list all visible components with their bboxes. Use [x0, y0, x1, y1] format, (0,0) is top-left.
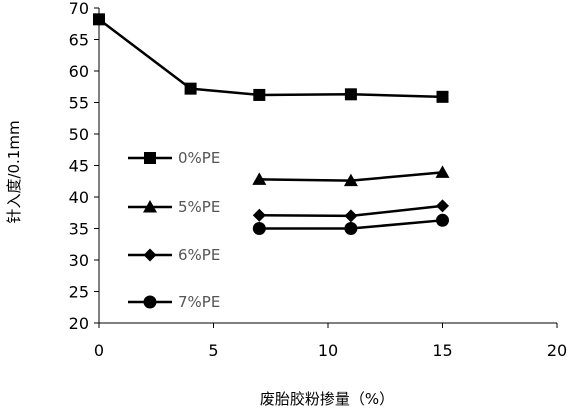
legend-item: 5%PE [128, 198, 220, 216]
legend-label: 0%PE [178, 149, 220, 167]
data-point [343, 173, 358, 187]
legend-item: 0%PE [128, 149, 220, 167]
x-tick-label: 0 [94, 341, 104, 360]
legend-marker [144, 152, 156, 164]
series-0pct-pe [93, 13, 449, 103]
data-point [435, 165, 450, 178]
y-tick-label: 55 [69, 94, 89, 113]
y-tick-label: 20 [69, 314, 89, 333]
legend-label: 7%PE [178, 293, 220, 311]
x-tick-label: 20 [547, 341, 567, 360]
series-7pct-pe [252, 213, 449, 235]
legend: 0%PE 5%PE 6%PE 7%PE [128, 149, 220, 311]
x-tick-label: 5 [208, 341, 218, 360]
data-point [252, 172, 267, 185]
data-point [344, 209, 358, 223]
legend-marker [143, 248, 157, 262]
y-tick-label: 50 [69, 125, 89, 144]
series-line [98, 18, 443, 99]
y-tick-label: 25 [69, 283, 89, 302]
y-tick-label: 35 [69, 220, 89, 239]
y-axis-label: 针入度/0.1mm [5, 120, 23, 223]
data-point [344, 88, 357, 101]
data-point [252, 208, 266, 222]
legend-item: 7%PE [128, 293, 220, 311]
data-point [344, 222, 358, 235]
y-tick-label: 40 [69, 188, 89, 207]
y-tick-label: 30 [69, 251, 89, 270]
data-point [436, 90, 449, 103]
legend-item: 6%PE [128, 246, 220, 264]
y-tick-label: 70 [69, 0, 89, 18]
series-layer [93, 13, 450, 235]
axes: 20 25 30 35 40 45 50 55 60 65 70 0 5 10 15 20 [69, 0, 567, 360]
y-tick-label: 45 [69, 157, 89, 176]
legend-label: 6%PE [178, 246, 220, 264]
data-point [436, 213, 449, 227]
data-point [252, 222, 266, 235]
data-point [436, 199, 449, 213]
data-point [253, 88, 266, 101]
y-tick-label: 60 [69, 62, 89, 81]
data-point [184, 82, 197, 95]
legend-marker [143, 295, 157, 309]
x-axis-label: 废胎胶粉掺量（%） [260, 390, 394, 408]
series-5pct-pe [252, 165, 450, 187]
x-tick-label: 10 [318, 341, 338, 360]
legend-label: 5%PE [178, 198, 220, 216]
x-tick-label: 15 [432, 341, 452, 360]
legend-marker [143, 200, 157, 213]
y-tick-label: 65 [69, 31, 89, 50]
data-point [93, 13, 105, 26]
series-6pct-pe [252, 199, 449, 223]
